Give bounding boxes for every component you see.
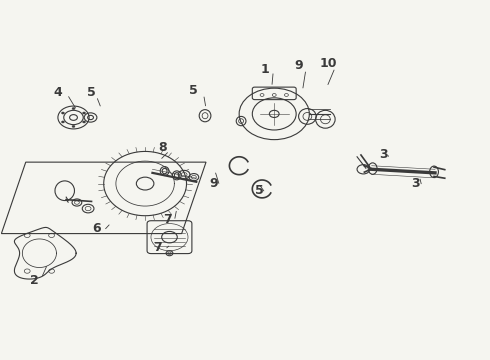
Text: 8: 8 [158, 141, 167, 154]
Circle shape [61, 121, 64, 123]
Text: 1: 1 [260, 63, 269, 76]
Text: 7: 7 [163, 213, 172, 226]
Circle shape [61, 112, 64, 114]
Text: 5: 5 [255, 184, 264, 197]
Text: 7: 7 [153, 241, 162, 255]
Text: 9: 9 [294, 59, 303, 72]
Text: 6: 6 [92, 222, 101, 235]
Circle shape [83, 112, 86, 114]
Circle shape [72, 108, 75, 110]
Circle shape [72, 125, 75, 127]
Text: 5: 5 [190, 84, 198, 97]
Circle shape [83, 121, 86, 123]
Text: 2: 2 [30, 274, 39, 287]
Text: 4: 4 [53, 86, 62, 99]
Text: 5: 5 [87, 86, 96, 99]
Text: 10: 10 [319, 57, 337, 71]
Text: 3: 3 [411, 177, 420, 190]
Text: 9: 9 [209, 177, 218, 190]
Text: 3: 3 [380, 148, 388, 162]
